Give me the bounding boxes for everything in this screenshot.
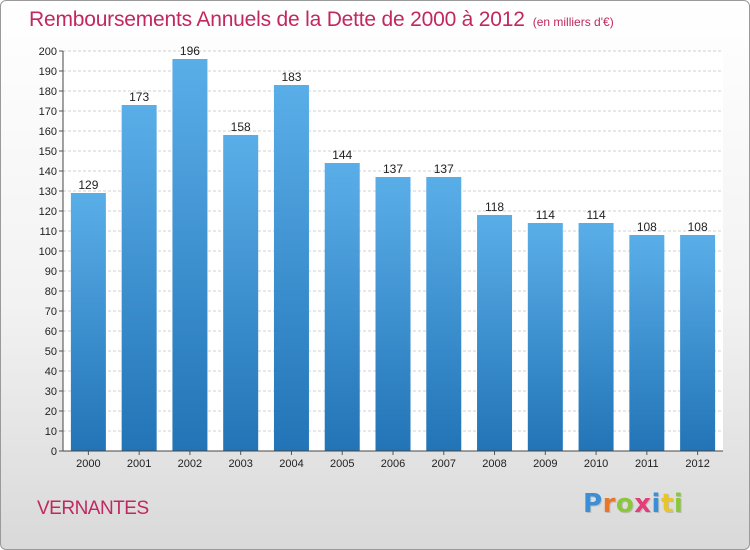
y-tick-label: 200 — [39, 46, 57, 58]
bar — [70, 193, 106, 451]
chart-title: Remboursements Annuels de la Dette de 20… — [29, 8, 614, 32]
x-tick-label: 2006 — [381, 458, 405, 470]
data-label: 114 — [587, 208, 606, 222]
data-label: 158 — [231, 120, 251, 134]
city-name: VERNANTES — [37, 498, 149, 519]
title-text: Remboursements Annuels de la Dette de 20… — [29, 8, 525, 31]
x-tick-label: 2007 — [432, 458, 456, 470]
x-tick-label: 2011 — [635, 458, 659, 470]
bar — [324, 163, 360, 451]
y-tick-label: 20 — [45, 406, 57, 418]
logo-letter: t — [660, 489, 674, 519]
y-tick-label: 180 — [39, 86, 57, 98]
logo-letter: r — [602, 489, 616, 519]
y-tick-label: 50 — [45, 346, 57, 358]
y-tick-label: 170 — [39, 106, 57, 118]
x-tick-label: 2005 — [330, 458, 354, 470]
x-tick-label: 2010 — [584, 458, 608, 470]
y-tick-label: 160 — [39, 126, 57, 138]
data-label: 108 — [688, 220, 708, 234]
bar — [426, 177, 462, 451]
bar — [527, 223, 563, 451]
logo-letter: P — [583, 489, 603, 519]
x-tick-label: 2001 — [127, 458, 151, 470]
y-tick-label: 60 — [45, 326, 57, 338]
y-tick-label: 130 — [39, 186, 57, 198]
y-tick-label: 120 — [39, 206, 57, 218]
data-label: 183 — [281, 70, 301, 84]
y-tick-label: 80 — [45, 286, 57, 298]
data-label: 114 — [536, 208, 555, 222]
data-label: 108 — [637, 220, 657, 234]
y-tick-label: 110 — [39, 226, 57, 238]
bar — [223, 135, 259, 451]
data-label: 137 — [383, 162, 403, 176]
x-tick-label: 2012 — [685, 458, 709, 470]
bar — [680, 235, 716, 451]
bar — [477, 215, 513, 451]
bar — [629, 235, 665, 451]
y-tick-label: 90 — [45, 266, 57, 278]
logo-letter: x — [634, 489, 652, 519]
bar — [273, 85, 309, 451]
bar — [375, 177, 411, 451]
y-tick-label: 150 — [39, 146, 57, 158]
data-label: 144 — [332, 148, 352, 162]
proxiti-logo: Proxiti — [583, 489, 683, 519]
x-tick-label: 2003 — [228, 458, 252, 470]
y-tick-label: 0 — [51, 446, 57, 458]
data-label: 173 — [129, 90, 149, 104]
y-tick-label: 30 — [45, 386, 57, 398]
x-tick-label: 2008 — [482, 458, 506, 470]
y-tick-label: 40 — [45, 366, 57, 378]
data-label: 118 — [485, 200, 504, 214]
x-tick-label: 2009 — [533, 458, 557, 470]
unit-note: (en milliers d'€) — [532, 15, 614, 29]
bar — [172, 59, 208, 451]
data-label: 196 — [180, 44, 200, 58]
logo-letter: i — [651, 489, 661, 519]
y-tick-label: 190 — [39, 66, 57, 78]
x-tick-label: 2004 — [279, 458, 303, 470]
y-tick-label: 100 — [39, 246, 57, 258]
y-tick-label: 70 — [45, 306, 57, 318]
data-label: 129 — [78, 178, 98, 192]
logo-letter: o — [615, 489, 635, 519]
x-tick-label: 2002 — [178, 458, 202, 470]
logo-letter: i — [673, 489, 684, 519]
bar — [121, 105, 157, 451]
data-label: 137 — [434, 162, 454, 176]
y-tick-label: 10 — [45, 426, 57, 438]
bar — [578, 223, 614, 451]
x-tick-label: 2000 — [76, 458, 100, 470]
y-tick-label: 140 — [39, 166, 57, 178]
